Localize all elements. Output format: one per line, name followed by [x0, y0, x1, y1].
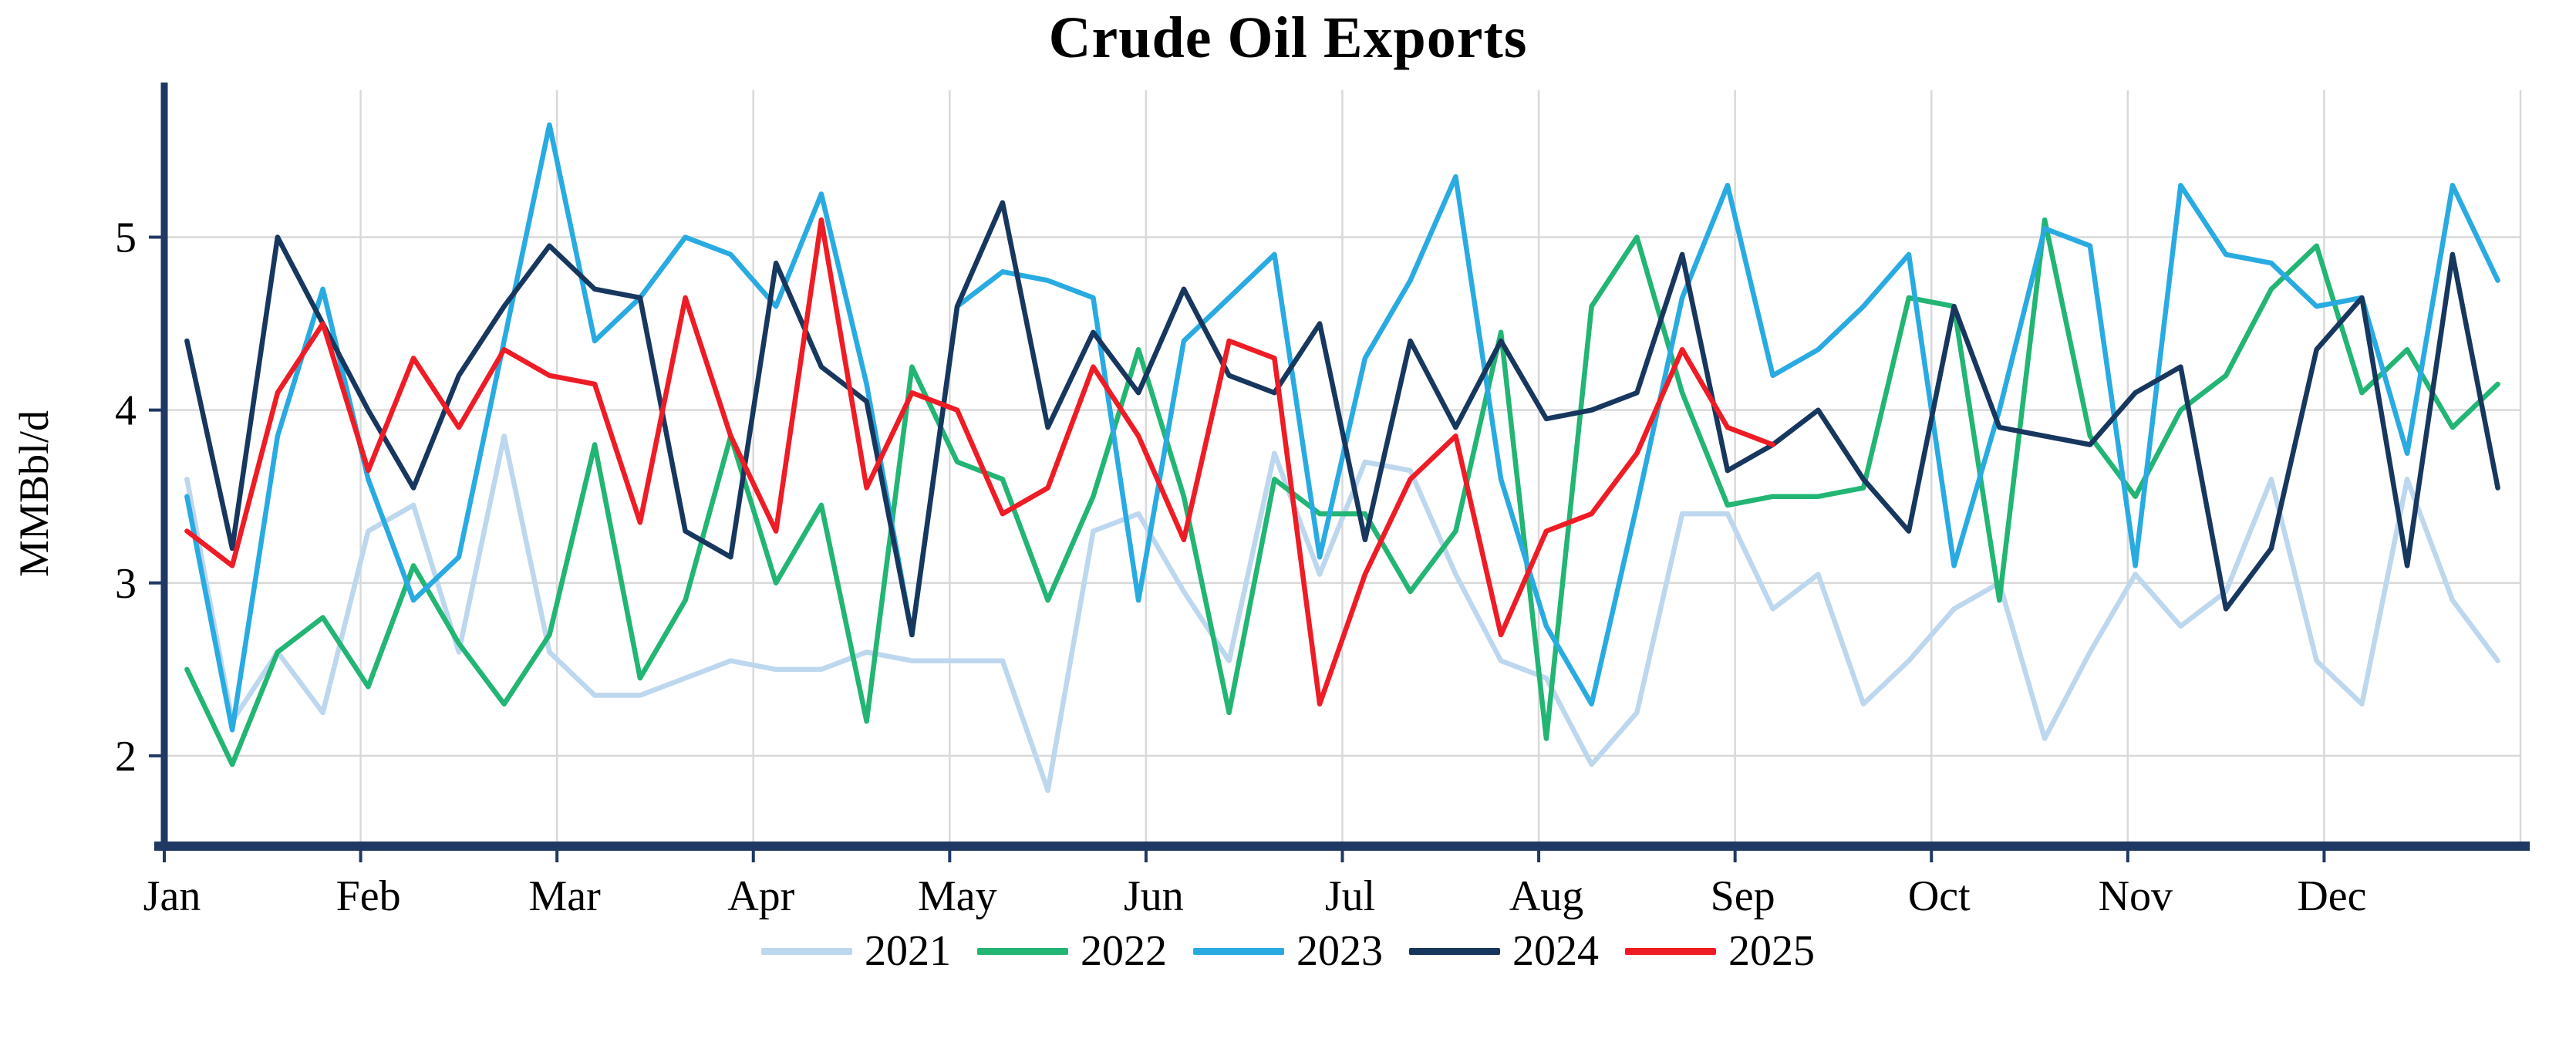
y-tick-label: 2 [115, 733, 137, 781]
legend-swatch-2022 [977, 947, 1068, 955]
line-chart-plot-area: 2 3 4 5 Jan Feb Mar Apr May Jun Jul Aug Sep Oct Nov Dec [115, 83, 2530, 920]
x-tick-label: Aug [1509, 872, 1583, 920]
y-tick-label: 4 [115, 387, 137, 435]
legend-swatch-2021 [761, 947, 852, 955]
legend-item-2025: 2025 [1625, 929, 1815, 973]
series-line-2022 [184, 217, 2500, 767]
chart-legend: 2021 2022 2023 2024 2025 [0, 929, 2576, 973]
x-tick-label: May [918, 872, 997, 920]
x-tick-label: Feb [336, 872, 401, 920]
legend-swatch-2023 [1193, 947, 1284, 955]
legend-label-2024: 2024 [1512, 927, 1599, 975]
x-tick-label: Nov [2099, 872, 2173, 920]
x-tick-label: Apr [727, 872, 794, 920]
series-line-2024 [184, 200, 2500, 638]
y-tick-label: 3 [115, 560, 137, 608]
series-line-2021 [184, 433, 2500, 794]
x-tick-label: Dec [2297, 872, 2366, 920]
chart-title: Crude Oil Exports [1048, 5, 1528, 70]
legend-label-2021: 2021 [865, 927, 951, 975]
legend-item-2022: 2022 [977, 929, 1167, 973]
series-line-2023 [184, 122, 2500, 733]
x-tick-label: Mar [529, 872, 602, 920]
y-tick-label: 5 [115, 214, 137, 262]
legend-swatch-2024 [1409, 947, 1500, 955]
legend-label-2023: 2023 [1296, 927, 1383, 975]
legend-label-2025: 2025 [1728, 927, 1815, 975]
legend-label-2022: 2022 [1081, 927, 1167, 975]
legend-item-2021: 2021 [761, 929, 951, 973]
x-tick-label: Jul [1325, 872, 1375, 920]
x-tick-label: Sep [1711, 872, 1775, 920]
series-line-2025 [184, 217, 1775, 707]
x-tick-label: Jun [1124, 872, 1184, 920]
legend-swatch-2025 [1625, 947, 1716, 955]
legend-item-2024: 2024 [1409, 929, 1599, 973]
x-tick-label: Oct [1908, 872, 1971, 920]
x-tick-label: Jan [143, 872, 201, 920]
legend-item-2023: 2023 [1193, 929, 1383, 973]
